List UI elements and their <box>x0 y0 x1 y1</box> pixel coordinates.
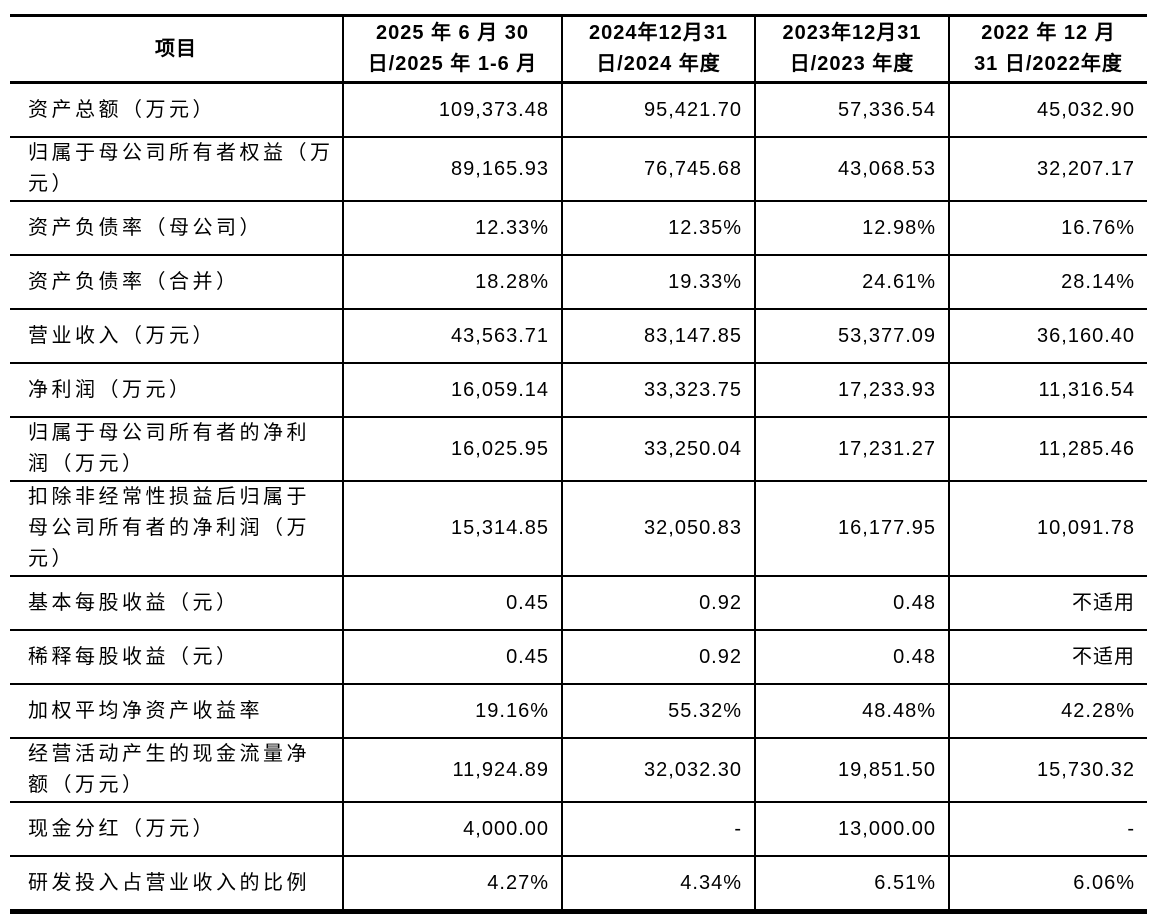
cell-value: 12.33% <box>342 201 562 255</box>
table-row: 净利润（万元） 16,059.14 33,323.75 17,233.93 11,316… <box>10 363 1147 417</box>
period-column-header: 2023年12月31 日/2023 年度 <box>754 15 949 83</box>
cell-value: 48.48% <box>754 684 949 738</box>
table-row: 研发投入占营业收入的比例 4.27% 4.34% 6.51% 6.06% <box>10 856 1147 912</box>
cell-value: 11,924.89 <box>342 738 562 802</box>
row-label: 经营活动产生的现金流量净 额（万元） <box>28 743 310 796</box>
cell-value: 36,160.40 <box>948 309 1147 363</box>
cell-value: 19.33% <box>561 255 755 309</box>
table-row: 扣除非经常性损益后归属于 母公司所有者的净利润（万 元） 15,314.85 32,… <box>10 481 1147 576</box>
row-label: 资产负债率（合并） <box>28 270 240 293</box>
row-label: 现金分红（万元） <box>28 817 216 840</box>
table-row: 营业收入（万元） 43,563.71 83,147.85 53,377.09 36,16… <box>10 309 1147 363</box>
cell-value: 45,032.90 <box>948 82 1147 137</box>
cell-value: 43,563.71 <box>342 309 562 363</box>
cell-value: 89,165.93 <box>342 137 562 201</box>
table-row: 归属于母公司所有者的净利 润（万元） 16,025.95 33,250.04 17,2… <box>10 417 1147 481</box>
cell-value: 19.16% <box>342 684 562 738</box>
cell-value: 16.76% <box>948 201 1147 255</box>
period-column-header: 2024年12月31 日/2024 年度 <box>561 15 755 83</box>
row-label: 扣除非经常性损益后归属于 母公司所有者的净利润（万 元） <box>28 486 310 570</box>
table-row: 稀释每股收益（元） 0.45 0.92 0.48 不适用 <box>10 630 1147 684</box>
row-label: 加权平均净资产收益率 <box>28 699 263 722</box>
cell-value: 43,068.53 <box>754 137 949 201</box>
table-row: 加权平均净资产收益率 19.16% 55.32% 48.48% 42.28% <box>10 684 1147 738</box>
cell-value: 11,285.46 <box>948 417 1147 481</box>
row-label: 归属于母公司所有者权益（万 元） <box>28 142 334 195</box>
cell-value: 55.32% <box>561 684 755 738</box>
table-row: 归属于母公司所有者权益（万 元） 89,165.93 76,745.68 43,068… <box>10 137 1147 201</box>
period-column-header: 2022 年 12 月 31 日/2022年度 <box>948 15 1147 83</box>
header-row: 项目 2025 年 6 月 30 日/2025 年 1-6 月 2024年12月31… <box>10 15 1147 83</box>
cell-value: 76,745.68 <box>561 137 755 201</box>
cell-value: 32,032.30 <box>561 738 755 802</box>
row-label: 净利润（万元） <box>28 378 193 401</box>
cell-value: 0.48 <box>754 630 949 684</box>
cell-value: 15,730.32 <box>948 738 1147 802</box>
cell-value: 17,231.27 <box>754 417 949 481</box>
row-label: 资产负债率（母公司） <box>28 216 263 239</box>
row-label: 归属于母公司所有者的净利 润（万元） <box>28 422 310 475</box>
cell-value: 53,377.09 <box>754 309 949 363</box>
table-row: 资产负债率（合并） 18.28% 19.33% 24.61% 28.14% <box>10 255 1147 309</box>
cell-value: 不适用 <box>948 576 1147 630</box>
table-body: 资产总额（万元） 109,373.48 95,421.70 57,336.54 45,0… <box>10 82 1147 912</box>
cell-value: 33,323.75 <box>561 363 755 417</box>
cell-value: - <box>948 802 1147 856</box>
table-row: 资产负债率（母公司） 12.33% 12.35% 12.98% 16.76% <box>10 201 1147 255</box>
cell-value: 0.92 <box>561 630 755 684</box>
cell-value: 42.28% <box>948 684 1147 738</box>
table-row: 资产总额（万元） 109,373.48 95,421.70 57,336.54 45,0… <box>10 82 1147 137</box>
cell-value: 17,233.93 <box>754 363 949 417</box>
cell-value: 19,851.50 <box>754 738 949 802</box>
cell-value: 10,091.78 <box>948 481 1147 576</box>
cell-value: 24.61% <box>754 255 949 309</box>
cell-value: 13,000.00 <box>754 802 949 856</box>
cell-value: 12.35% <box>561 201 755 255</box>
row-label: 营业收入（万元） <box>28 324 216 347</box>
cell-value: 0.48 <box>754 576 949 630</box>
cell-value: 4.27% <box>342 856 562 912</box>
cell-value: 4.34% <box>561 856 755 912</box>
cell-value: 16,177.95 <box>754 481 949 576</box>
cell-value: 6.51% <box>754 856 949 912</box>
financial-summary-table: 项目 2025 年 6 月 30 日/2025 年 1-6 月 2024年12月31… <box>10 14 1147 914</box>
cell-value: 33,250.04 <box>561 417 755 481</box>
table-row: 现金分红（万元） 4,000.00-13,000.00- <box>10 802 1147 856</box>
cell-value: 109,373.48 <box>342 82 562 137</box>
cell-value: 18.28% <box>342 255 562 309</box>
cell-value: 6.06% <box>948 856 1147 912</box>
row-label: 稀释每股收益（元） <box>28 645 240 668</box>
cell-value: 0.92 <box>561 576 755 630</box>
cell-value: 28.14% <box>948 255 1147 309</box>
cell-value: 4,000.00 <box>342 802 562 856</box>
cell-value: 32,207.17 <box>948 137 1147 201</box>
cell-value: 11,316.54 <box>948 363 1147 417</box>
period-column-header: 2025 年 6 月 30 日/2025 年 1-6 月 <box>342 15 562 83</box>
cell-value: 95,421.70 <box>561 82 755 137</box>
cell-value: 0.45 <box>342 630 562 684</box>
cell-value: 不适用 <box>948 630 1147 684</box>
row-label: 研发投入占营业收入的比例 <box>28 871 310 894</box>
cell-value: 57,336.54 <box>754 82 949 137</box>
cell-value: 32,050.83 <box>561 481 755 576</box>
item-column-header: 项目 <box>155 37 197 60</box>
table-row: 基本每股收益（元） 0.45 0.92 0.48 不适用 <box>10 576 1147 630</box>
row-label: 基本每股收益（元） <box>28 591 240 614</box>
row-label: 资产总额（万元） <box>28 98 216 121</box>
cell-value: 16,025.95 <box>342 417 562 481</box>
cell-value: 15,314.85 <box>342 481 562 576</box>
table-row: 经营活动产生的现金流量净 额（万元） 11,924.89 32,032.30 19,8… <box>10 738 1147 802</box>
cell-value: 0.45 <box>342 576 562 630</box>
cell-value: 16,059.14 <box>342 363 562 417</box>
cell-value: - <box>561 802 755 856</box>
cell-value: 83,147.85 <box>561 309 755 363</box>
cell-value: 12.98% <box>754 201 949 255</box>
